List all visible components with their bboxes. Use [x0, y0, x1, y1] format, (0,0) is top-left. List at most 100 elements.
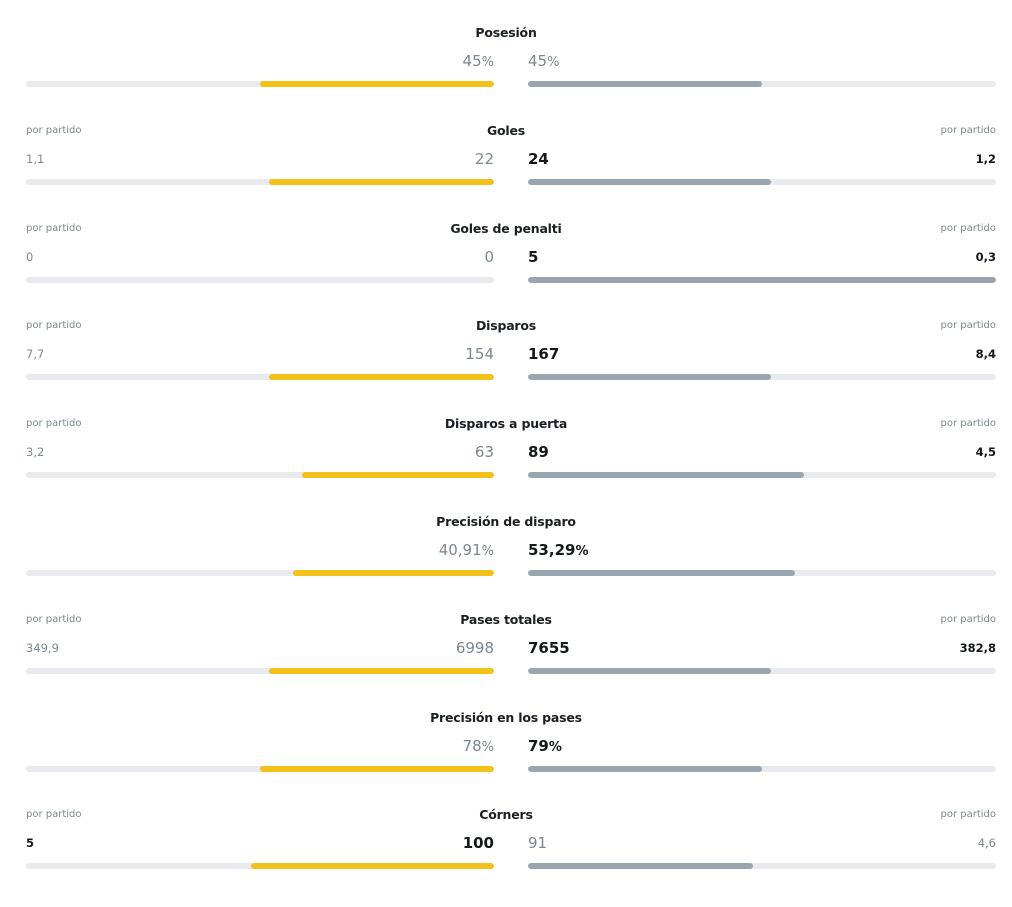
away-stat-value: 53,29% [528, 540, 588, 562]
home-stat-value: 0 [484, 247, 494, 267]
away-stat-value: 5 [528, 247, 538, 267]
stat-row: Disparos a puerta por partido por partido 3… [0, 416, 1012, 486]
home-stat-value: 78% [463, 736, 494, 758]
home-stat-value: 22 [475, 149, 494, 169]
away-stat-value: 167 [528, 344, 559, 364]
home-stat-number: 63 [474, 443, 494, 462]
away-bar-fill [528, 765, 762, 772]
home-bar-track [26, 570, 494, 576]
stat-title: Goles [486, 122, 526, 138]
away-bar-track [528, 374, 996, 381]
away-per-match-label: por partido [940, 418, 996, 430]
home-stat-value: 100 [463, 833, 494, 853]
stat-row: Pases totales por partido por partido 349,9… [0, 612, 1012, 682]
away-per-match-value: 1,2 [975, 151, 996, 166]
home-per-match-value: 1,1 [26, 151, 45, 166]
away-stat-number: 167 [528, 345, 560, 364]
home-stat-number: 22 [474, 149, 494, 168]
home-stat-value: 40,91% [439, 540, 494, 562]
away-stat-value: 7655 [528, 638, 570, 658]
home-bar-track [26, 374, 494, 381]
away-stat-number: 53,29 [528, 541, 576, 559]
stat-title: Córners [479, 807, 533, 823]
away-bar-track [528, 570, 996, 576]
stat-row: Córners por partido por partido 5 4,6 100 91 [0, 807, 1012, 877]
away-per-match-value: 382,8 [959, 640, 996, 655]
home-stat-number: 40,91 [438, 541, 482, 559]
home-bar-fill [269, 178, 494, 185]
home-stat-unit: % [481, 55, 494, 70]
away-per-match-label: por partido [940, 222, 996, 234]
home-stat-number: 78 [462, 736, 482, 755]
home-bar-fill [269, 374, 494, 381]
away-bar-track [528, 178, 996, 185]
away-stat-number: 7655 [528, 638, 570, 657]
away-stat-value: 79% [528, 736, 562, 758]
home-bar-fill [251, 863, 494, 870]
away-stat-unit: % [575, 544, 589, 559]
stat-title: Disparos [475, 318, 537, 334]
home-stat-number: 0 [484, 247, 494, 266]
away-bar-track [528, 863, 996, 870]
home-per-match-value: 5 [26, 836, 35, 851]
away-stat-value: 91 [528, 833, 547, 853]
home-per-match-label: por partido [26, 320, 82, 332]
home-stat-unit: % [481, 544, 494, 559]
home-bar-track [26, 863, 494, 870]
away-bar-fill [528, 374, 771, 381]
away-per-match-label: por partido [940, 809, 996, 821]
away-stat-number: 24 [528, 149, 549, 168]
home-bar-fill [269, 667, 494, 674]
home-stat-number: 45 [462, 52, 482, 70]
away-stat-number: 89 [528, 443, 549, 462]
home-per-match-label: por partido [26, 418, 82, 430]
away-bar-fill [528, 81, 762, 87]
stat-row: Precisión en los pases 78% 79% [0, 710, 1012, 780]
away-bar-track [528, 472, 996, 479]
stat-title: Goles de penalti [450, 220, 562, 236]
away-stat-value: 45% [528, 51, 559, 73]
home-bar-track [26, 472, 494, 479]
home-bar-track [26, 81, 494, 87]
away-bar-track [528, 276, 996, 283]
home-bar-track [26, 178, 494, 185]
home-per-match-value: 0 [26, 249, 34, 264]
home-stat-number: 154 [465, 345, 494, 364]
stat-row: Posesión 45% 45% [0, 25, 1012, 95]
away-bar-fill [528, 276, 996, 283]
home-per-match-value: 7,7 [26, 347, 45, 362]
home-bar-fill [293, 570, 494, 576]
away-per-match-value: 4,6 [977, 836, 996, 851]
stat-row: Goles de penalti por partido por partido 0 0… [0, 221, 1012, 291]
away-per-match-label: por partido [940, 613, 996, 625]
home-stat-value: 63 [475, 442, 494, 462]
away-bar-fill [528, 472, 804, 479]
home-bar-track [26, 765, 494, 772]
away-per-match-value: 4,5 [975, 445, 996, 460]
home-bar-fill [302, 472, 494, 479]
home-bar-fill [260, 81, 494, 87]
stat-row: Precisión de disparo 40,91% 53,29% [0, 514, 1012, 584]
away-stat-value: 24 [528, 149, 549, 169]
stat-title: Posesión [475, 25, 537, 40]
home-bar-track [26, 667, 494, 674]
away-bar-track [528, 765, 996, 772]
away-per-match-value: 8,4 [975, 347, 996, 362]
stat-title: Disparos a puerta [444, 416, 568, 432]
away-bar-track [528, 667, 996, 674]
away-stat-value: 89 [528, 442, 549, 462]
home-stat-value: 6998 [456, 638, 494, 658]
away-per-match-value: 0,3 [975, 249, 996, 264]
home-bar-fill [260, 765, 494, 772]
away-bar-fill [528, 178, 771, 185]
home-stat-value: 45% [463, 51, 494, 73]
stat-row: Goles por partido por partido 1,1 1,2 22 24 [0, 123, 1012, 193]
home-bar-track [26, 276, 494, 283]
away-stat-number: 79 [528, 736, 549, 755]
home-stat-value: 154 [465, 344, 494, 364]
home-per-match-label: por partido [26, 613, 82, 625]
away-bar-fill [528, 863, 753, 870]
home-stat-unit: % [481, 739, 494, 755]
stat-row: Disparos por partido por partido 7,7 8,4 154 1… [0, 318, 1012, 388]
